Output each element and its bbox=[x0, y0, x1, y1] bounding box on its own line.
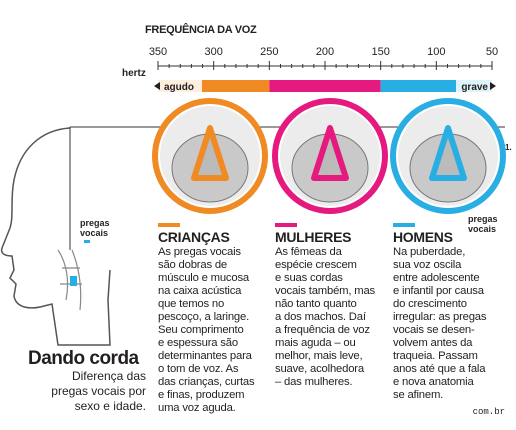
larynx bbox=[57, 249, 82, 311]
low-label: grave bbox=[461, 82, 488, 93]
tick-label: 250 bbox=[260, 46, 278, 58]
section-text: das crianças, curtas bbox=[158, 376, 255, 388]
section-text: irregular: as pregas bbox=[393, 311, 487, 323]
section-text: As pregas vocais bbox=[158, 246, 241, 258]
subtitle: pregas vocais por bbox=[51, 384, 146, 398]
source: com.br bbox=[473, 407, 505, 417]
circle-label: vocais bbox=[468, 224, 496, 234]
section-text: Seu comprimento bbox=[158, 324, 244, 336]
section-text: são dobras de bbox=[158, 259, 227, 271]
section-dash bbox=[275, 223, 297, 227]
section-text: determinantes para bbox=[158, 350, 253, 362]
vocal-folds bbox=[311, 125, 349, 181]
section-text: não tanto quanto bbox=[275, 298, 357, 310]
section-text: traqueia. Passam bbox=[393, 350, 478, 362]
section-text: pescoço, a laringe. bbox=[158, 311, 249, 323]
section-text: As fêmeas da bbox=[275, 246, 343, 258]
subtitle: Diferença das bbox=[72, 369, 146, 383]
section-text: volvem antes da bbox=[393, 337, 473, 349]
section-text: vocais também, mas bbox=[275, 285, 376, 297]
section-text: e finas, produzem bbox=[158, 389, 244, 401]
section-text: – das mulheres. bbox=[275, 376, 352, 388]
subtitle: sexo e idade. bbox=[75, 399, 146, 413]
label-bg bbox=[456, 80, 492, 92]
tick-label: 100 bbox=[427, 46, 445, 58]
section-text: vocais se desen- bbox=[393, 324, 475, 336]
section-text: que temos no bbox=[158, 298, 224, 310]
frequency-band bbox=[269, 80, 381, 92]
section-text: sua voz oscila bbox=[393, 259, 462, 271]
circle-label: pregas bbox=[468, 214, 498, 224]
section-dash bbox=[393, 223, 415, 227]
section-text: e espessura são bbox=[158, 337, 238, 349]
tick-label: 300 bbox=[204, 46, 222, 58]
section-text: uma voz aguda. bbox=[158, 402, 236, 414]
head-label: vocais bbox=[80, 228, 108, 238]
section-text: Na puberdade, bbox=[393, 246, 465, 258]
head-silhouette bbox=[0, 127, 111, 346]
section-title: MULHERES bbox=[275, 229, 351, 245]
scale-unit: hertz bbox=[122, 68, 146, 79]
tick-label: 150 bbox=[371, 46, 389, 58]
tick-label: 50 bbox=[486, 46, 498, 58]
tick-label: 350 bbox=[149, 46, 167, 58]
section-text: melhor, mais leve, bbox=[275, 350, 362, 362]
section-text: a frequência de voz bbox=[275, 324, 370, 336]
section-text: espécie crescem bbox=[275, 259, 357, 271]
section-text: se afinem. bbox=[393, 389, 443, 401]
label-marker bbox=[84, 240, 90, 243]
vocal-folds bbox=[191, 125, 229, 181]
section-title: HOMENS bbox=[393, 229, 453, 245]
section-text: do crescimento bbox=[393, 298, 467, 310]
section-text: e nova anatomia bbox=[393, 376, 474, 388]
section-text: anos até que a fala bbox=[393, 363, 486, 375]
section-text: e infantil por causa bbox=[393, 285, 485, 297]
head-label: pregas bbox=[80, 218, 110, 228]
section-text: músculo e mucosa bbox=[158, 272, 250, 284]
section-text: e suas cordas bbox=[275, 272, 343, 284]
section-text: mais aguda – ou bbox=[275, 337, 356, 349]
vocal-folds bbox=[429, 125, 467, 181]
section-title: CRIANÇAS bbox=[158, 229, 230, 245]
tick-label: 200 bbox=[316, 46, 334, 58]
section-text: a dos machos. Daí bbox=[275, 311, 367, 323]
high-label: agudo bbox=[164, 82, 194, 93]
section-text: o tom de voz. As bbox=[158, 363, 239, 375]
arrow-right bbox=[490, 82, 496, 90]
larynx-highlight bbox=[70, 276, 77, 286]
section-text: na caixa acústica bbox=[158, 285, 242, 297]
footnote: 1. bbox=[505, 143, 512, 152]
title: Dando corda bbox=[28, 348, 140, 369]
scale-title: FREQUÊNCIA DA VOZ bbox=[145, 23, 257, 36]
section-text: entre adolescente bbox=[393, 272, 479, 284]
label-bg bbox=[158, 80, 202, 92]
section-text: suave, acolhedora bbox=[275, 363, 365, 375]
section-dash bbox=[158, 223, 180, 227]
arrow-left bbox=[154, 82, 160, 90]
